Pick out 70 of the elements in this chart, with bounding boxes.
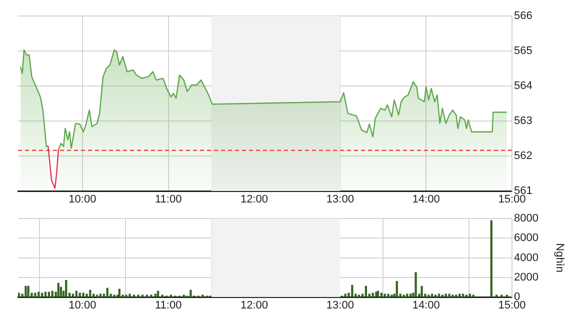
x-tick-label: 10:00: [68, 194, 96, 206]
bar: [387, 294, 390, 297]
x-tick-label: 12:00: [240, 300, 268, 312]
bar: [38, 292, 40, 297]
bar: [468, 294, 471, 297]
y-tick-label: 4000: [514, 252, 538, 264]
bar: [57, 282, 60, 297]
bar: [406, 294, 408, 297]
bar: [420, 286, 423, 297]
y-tick-label: 2000: [514, 271, 538, 284]
bar: [458, 294, 461, 297]
bar: [462, 294, 464, 297]
bar: [72, 294, 74, 297]
y-tick-label: 566: [514, 10, 532, 22]
y-tick-label: 6000: [514, 232, 538, 244]
bar: [414, 272, 417, 297]
bar: [375, 292, 378, 297]
bar: [106, 288, 108, 297]
bar: [65, 280, 68, 297]
x-tick-label: 10:00: [68, 300, 96, 312]
x-tick-label: 11:00: [154, 194, 182, 206]
bar: [24, 286, 27, 297]
bar: [490, 220, 492, 297]
y-tick-label: 562: [514, 150, 532, 162]
bar: [372, 292, 374, 297]
bar: [86, 294, 88, 297]
bar: [128, 294, 131, 297]
bar: [89, 290, 92, 297]
bar: [27, 286, 30, 297]
bar: [82, 292, 84, 297]
bar: [444, 294, 447, 297]
x-tick-label: 12:00: [240, 194, 268, 206]
y-tick-label: 8000: [514, 212, 538, 225]
bar: [344, 294, 346, 297]
bar: [78, 292, 81, 297]
y-tick-label: 565: [514, 45, 532, 58]
x-tick-label: 15:00: [498, 300, 526, 312]
bar: [190, 290, 192, 297]
bar: [44, 292, 47, 297]
bar: [118, 288, 120, 297]
bar: [438, 294, 440, 297]
bar: [99, 294, 102, 297]
x-tick-label: 14:00: [412, 194, 440, 206]
bar: [351, 284, 354, 297]
bar: [40, 292, 44, 297]
x-tick-label: 14:00: [412, 300, 440, 312]
bar: [376, 290, 380, 297]
x-tick-label: 11:00: [154, 300, 182, 312]
x-tick-label: 15:00: [498, 194, 526, 206]
bar: [154, 294, 157, 297]
y-tick-label: 564: [514, 80, 532, 92]
bar: [156, 290, 160, 297]
bar: [380, 292, 382, 297]
bar: [396, 280, 398, 297]
bar: [431, 294, 434, 297]
bar: [75, 290, 78, 297]
bar: [34, 292, 36, 297]
x-tick-label: 13:00: [326, 300, 354, 312]
bar: [384, 294, 386, 297]
y-axis-title: Nghìn: [553, 243, 566, 272]
bar: [448, 294, 450, 297]
bar: [92, 294, 95, 297]
bar: [410, 294, 412, 297]
bar: [364, 286, 368, 297]
bar: [18, 292, 20, 297]
y-tick-label: 563: [514, 115, 532, 128]
bar: [51, 290, 54, 297]
bar: [48, 292, 50, 297]
bar: [60, 286, 62, 297]
x-tick-label: 13:00: [326, 194, 354, 206]
